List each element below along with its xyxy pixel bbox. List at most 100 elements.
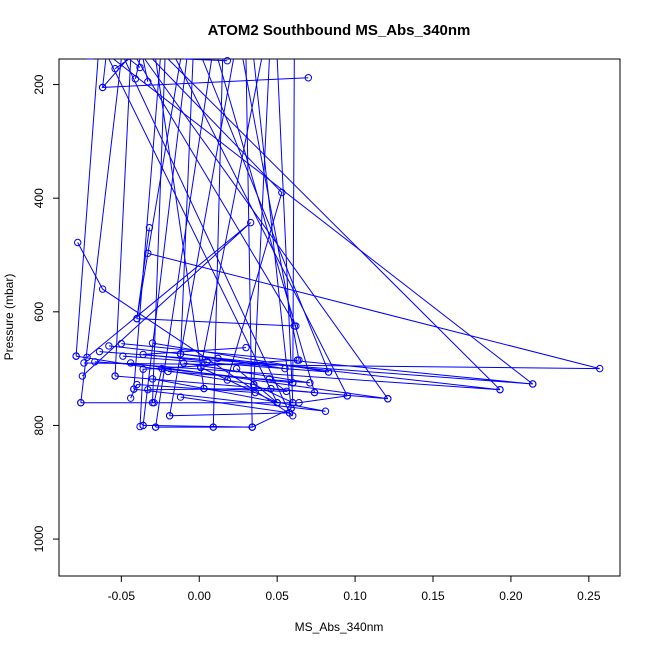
series-line [292, 58, 295, 383]
series-line [168, 362, 310, 384]
series-line [180, 58, 194, 354]
data-point [324, 368, 333, 376]
data-point [158, 364, 166, 373]
series-line [203, 378, 289, 392]
data-point [164, 367, 172, 376]
series-line [114, 58, 132, 377]
data-point [117, 339, 126, 348]
data-point [148, 399, 157, 407]
data-point [304, 74, 313, 82]
x-tick-label: 0.00 [188, 589, 212, 603]
plot-area [72, 57, 604, 431]
data-point [83, 353, 91, 361]
data-point [281, 364, 289, 373]
y-axis-label: Pressure (mbar) [2, 274, 16, 361]
series-line [167, 58, 501, 391]
data-point [295, 356, 303, 364]
data-point [126, 394, 135, 402]
series-line [155, 58, 205, 389]
x-axis: -0.05 0.00 0.05 0.10 0.15 0.20 0.25 [108, 576, 601, 603]
series-line [144, 58, 389, 399]
data-point [72, 352, 80, 360]
data-point [95, 347, 104, 356]
data-point [144, 78, 152, 86]
data-point [200, 384, 208, 393]
data-point [529, 380, 537, 388]
data-point [119, 352, 127, 360]
data-point [203, 357, 211, 365]
data-point [267, 384, 275, 393]
data-point [179, 359, 188, 367]
series-line [253, 58, 270, 385]
series-line [183, 58, 228, 62]
data-point [242, 343, 250, 352]
series-line [133, 58, 161, 390]
x-tick-label: -0.05 [108, 589, 136, 603]
series-line [217, 58, 316, 393]
data-point [98, 83, 107, 92]
data-point [130, 385, 138, 393]
data-point [98, 285, 107, 293]
plot-frame [58, 58, 621, 577]
data-point [246, 218, 255, 227]
series-line [133, 378, 326, 412]
series-line [143, 347, 247, 362]
x-tick-label: 0.15 [421, 589, 445, 603]
series-line [80, 395, 348, 404]
y-tick-label: 200 [32, 74, 46, 94]
series-line [245, 58, 253, 428]
series-line [143, 407, 292, 428]
data-point [306, 379, 314, 387]
x-tick-label: 0.10 [343, 589, 367, 603]
data-point [126, 359, 135, 367]
data-point [151, 423, 160, 431]
series-line [155, 58, 213, 428]
data-point [111, 372, 119, 380]
data-point [273, 399, 281, 407]
data-point [289, 399, 297, 407]
data-point [148, 375, 157, 383]
series-line [142, 58, 149, 82]
x-tick-label: 0.05 [265, 589, 289, 603]
data-point [343, 392, 351, 400]
data-point [139, 350, 147, 359]
y-tick-label: 1000 [32, 525, 46, 552]
series-line [201, 58, 330, 373]
y-tick-label: 800 [32, 415, 46, 435]
data-point [105, 342, 113, 350]
data-point [321, 407, 330, 415]
series-line [152, 58, 166, 403]
data-point [133, 314, 141, 323]
series-line [142, 58, 188, 426]
data-point [165, 412, 174, 420]
series-line [200, 367, 278, 404]
series-line [114, 58, 130, 70]
x-tick-label: 0.20 [499, 589, 523, 603]
series-line [276, 58, 294, 403]
series-line [123, 58, 291, 414]
series-line [113, 58, 534, 385]
series-line [212, 58, 224, 428]
data-point [176, 393, 185, 401]
series-line [242, 58, 300, 361]
y-tick-label: 400 [32, 188, 46, 208]
data-point [91, 358, 99, 366]
series-line [147, 387, 315, 393]
series-line [102, 58, 107, 88]
data-point [80, 359, 88, 367]
series-line [200, 58, 263, 368]
series-line [130, 383, 256, 399]
x-tick-label: 0.25 [577, 589, 601, 603]
data-point [136, 422, 144, 431]
data-point [289, 379, 297, 387]
data-point [310, 388, 319, 397]
data-point [265, 375, 274, 383]
data-point [596, 364, 604, 373]
y-axis: 200 400 600 800 1000 [32, 74, 59, 552]
series-line [152, 58, 283, 381]
data-point [285, 409, 294, 417]
data-point [496, 385, 504, 394]
series-line [253, 58, 292, 409]
series-line [169, 58, 234, 416]
y-tick-label: 600 [32, 301, 46, 321]
